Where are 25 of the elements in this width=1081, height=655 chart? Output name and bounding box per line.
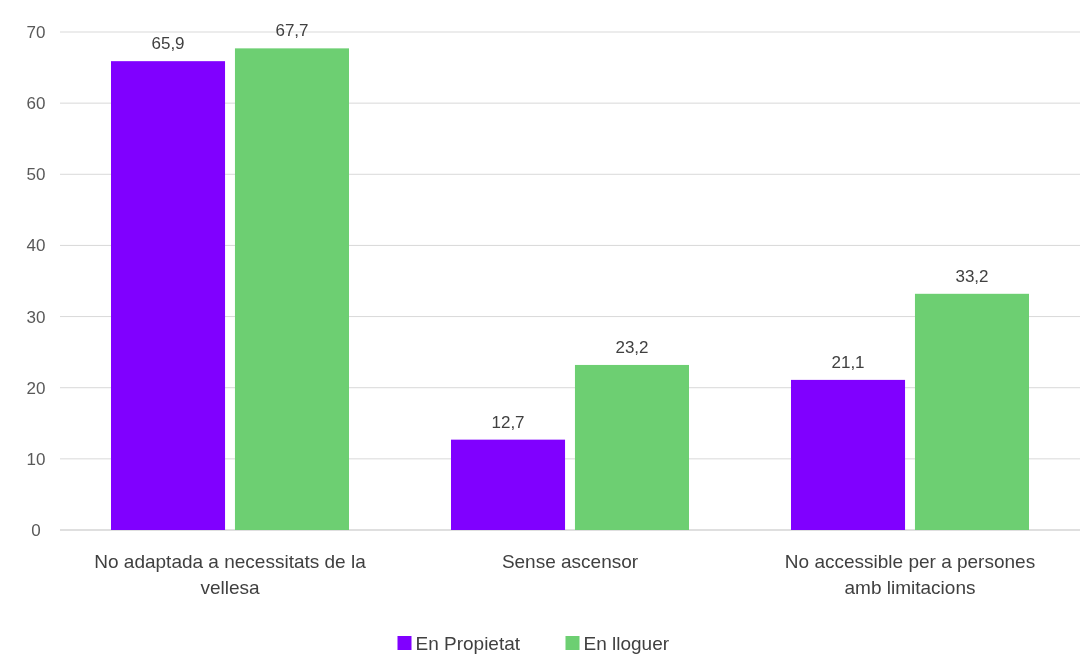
y-tick-label: 50 bbox=[26, 165, 46, 185]
data-label: 23,2 bbox=[615, 337, 649, 357]
y-tick-label: 0 bbox=[31, 520, 41, 540]
y-tick-label: 30 bbox=[26, 307, 46, 327]
legend-label: En Propietat bbox=[415, 632, 521, 654]
data-label: 33,2 bbox=[955, 266, 989, 286]
y-tick-label: 40 bbox=[26, 236, 46, 256]
bar bbox=[451, 439, 566, 530]
y-tick-label: 10 bbox=[26, 449, 46, 469]
bar bbox=[574, 364, 689, 530]
y-tick-label: 70 bbox=[26, 22, 46, 42]
data-label: 12,7 bbox=[491, 412, 525, 432]
bar bbox=[914, 293, 1029, 530]
x-tick-label: No adaptada a necessitats de la vellesa bbox=[94, 551, 367, 598]
y-tick-label: 20 bbox=[26, 378, 46, 398]
bar bbox=[234, 48, 349, 530]
data-label: 67,7 bbox=[275, 21, 309, 41]
bar bbox=[791, 379, 906, 530]
data-label: 65,9 bbox=[151, 34, 185, 54]
legend-label: En lloguer bbox=[583, 632, 670, 654]
x-tick-label: Sense ascensor bbox=[501, 551, 639, 572]
y-tick-label: 60 bbox=[26, 94, 46, 114]
x-tick-label: No accessible per a persones amb limitacions bbox=[784, 551, 1036, 598]
bar bbox=[111, 61, 226, 530]
data-label: 21,1 bbox=[831, 352, 865, 372]
